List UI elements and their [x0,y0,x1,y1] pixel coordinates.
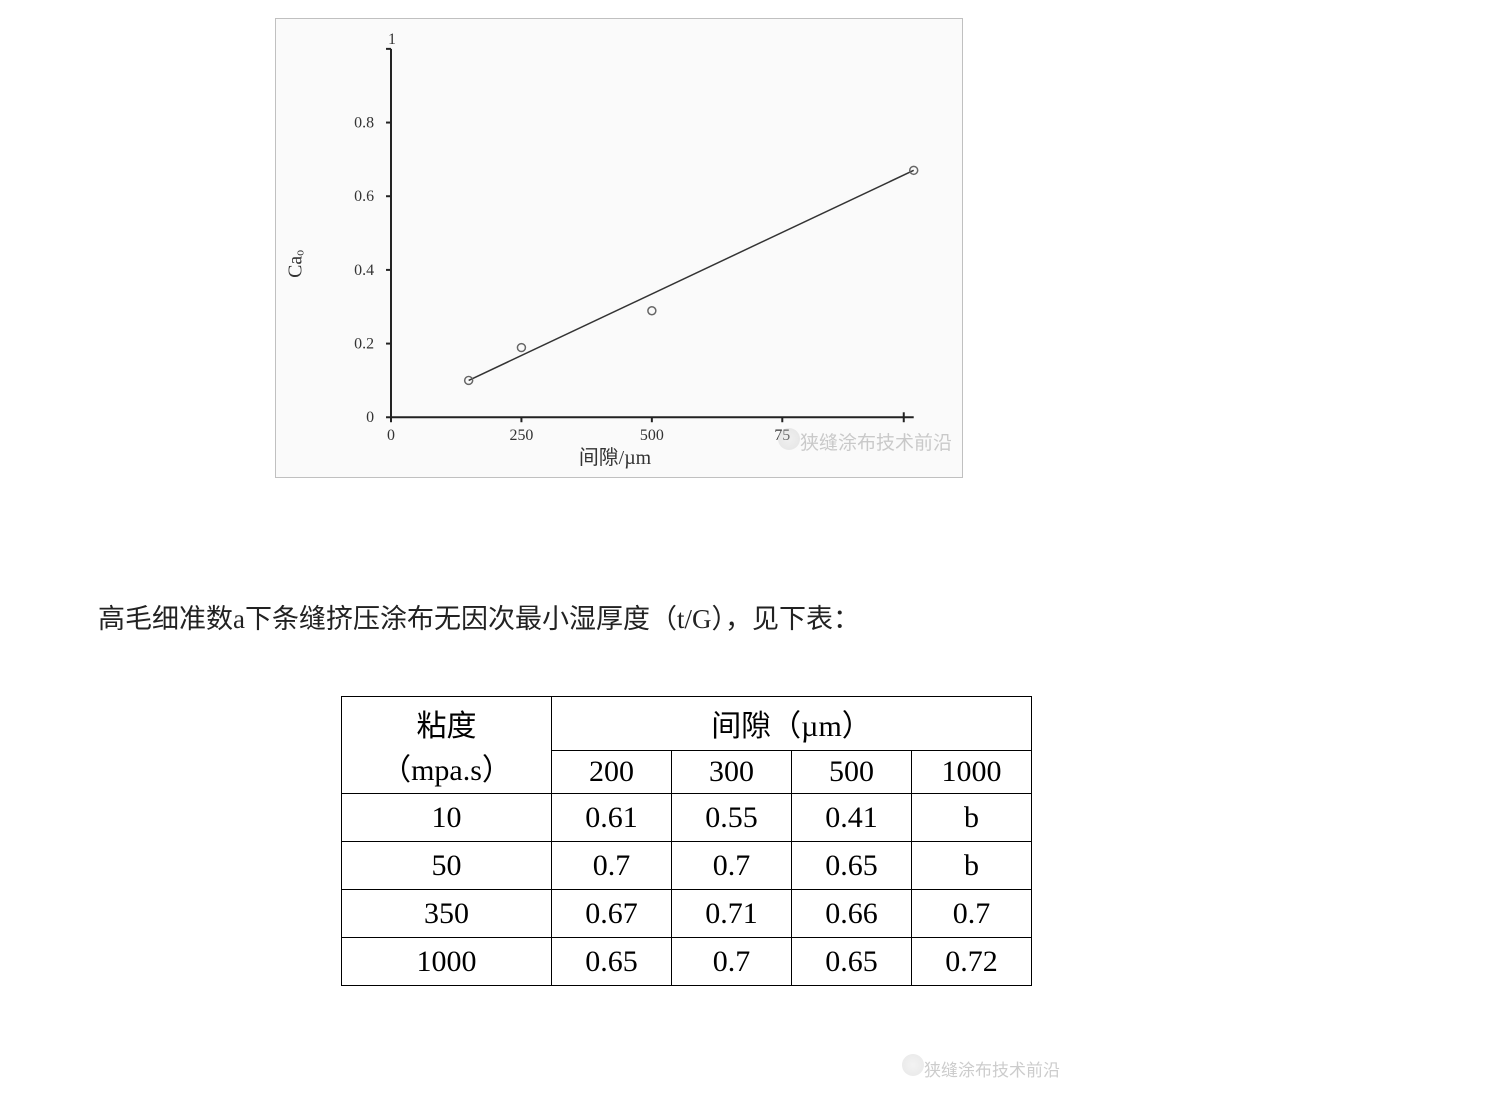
line-chart: 0 0.2 0.4 0.6 0.8 1 0 250 500 75 Caₒ 间隙/… [276,19,962,477]
data-point [648,307,656,315]
row-label: 10 [342,794,552,842]
cell: 0.41 [792,794,912,842]
figure-caption: 高毛细准数a下条缝挤压涂布无因次最小湿厚度（t/G），见下表： [98,597,860,636]
cell: 0.67 [552,890,672,938]
cell: 0.71 [672,890,792,938]
data-table: 粘度 （mpa.s） 间隙（µm） 200 300 500 1000 10 0.… [341,696,1032,986]
row-label: 50 [342,842,552,890]
ytick-3: 0.6 [354,188,374,205]
cell: 0.61 [552,794,672,842]
cell: 0.7 [552,842,672,890]
watermark-icon [902,1054,924,1076]
ytick-2: 0.4 [354,262,374,279]
cell: 0.55 [672,794,792,842]
row-label: 1000 [342,938,552,986]
table-row: 1000 0.65 0.7 0.65 0.72 [342,938,1032,986]
watermark-text: 狭缝涂布技术前沿 [924,1056,1060,1081]
ytick-0: 0 [366,409,374,426]
table-row: 10 0.61 0.55 0.41 b [342,794,1032,842]
xtick-0: 0 [387,427,395,444]
chart-container: 0 0.2 0.4 0.6 0.8 1 0 250 500 75 Caₒ 间隙/… [275,18,963,478]
table-col-200: 200 [552,750,672,793]
th-visc-line1: 粘度 [417,710,477,743]
cell: 0.65 [552,938,672,986]
th-visc-line2: （mpa.s） [381,754,512,787]
x-axis-label: 间隙/µm [579,446,652,469]
ytick-4: 0.8 [354,115,374,132]
watermark-icon [778,428,800,450]
y-axis-label: Caₒ [284,250,306,278]
table-col-300: 300 [672,750,792,793]
table-col-1000: 1000 [912,750,1032,793]
cell: 0.7 [672,842,792,890]
cell: 0.72 [912,938,1032,986]
table-header-viscosity: 粘度 （mpa.s） [342,697,552,794]
cell: 0.65 [792,842,912,890]
watermark-text: 狭缝涂布技术前沿 [800,428,952,455]
data-point [517,344,525,352]
ytick-1: 0.2 [354,336,374,353]
xtick-2: 500 [640,427,664,444]
table-row: 50 0.7 0.7 0.65 b [342,842,1032,890]
trend-line [469,170,914,380]
table-header-gap: 间隙（µm） [552,697,1032,751]
table-row: 350 0.67 0.71 0.66 0.7 [342,890,1032,938]
cell: b [912,794,1032,842]
cell: 0.65 [792,938,912,986]
cell: 0.7 [912,890,1032,938]
ytick-5: 1 [388,31,396,48]
table-col-500: 500 [792,750,912,793]
row-label: 350 [342,890,552,938]
cell: b [912,842,1032,890]
cell: 0.7 [672,938,792,986]
xtick-1: 250 [509,427,533,444]
cell: 0.66 [792,890,912,938]
